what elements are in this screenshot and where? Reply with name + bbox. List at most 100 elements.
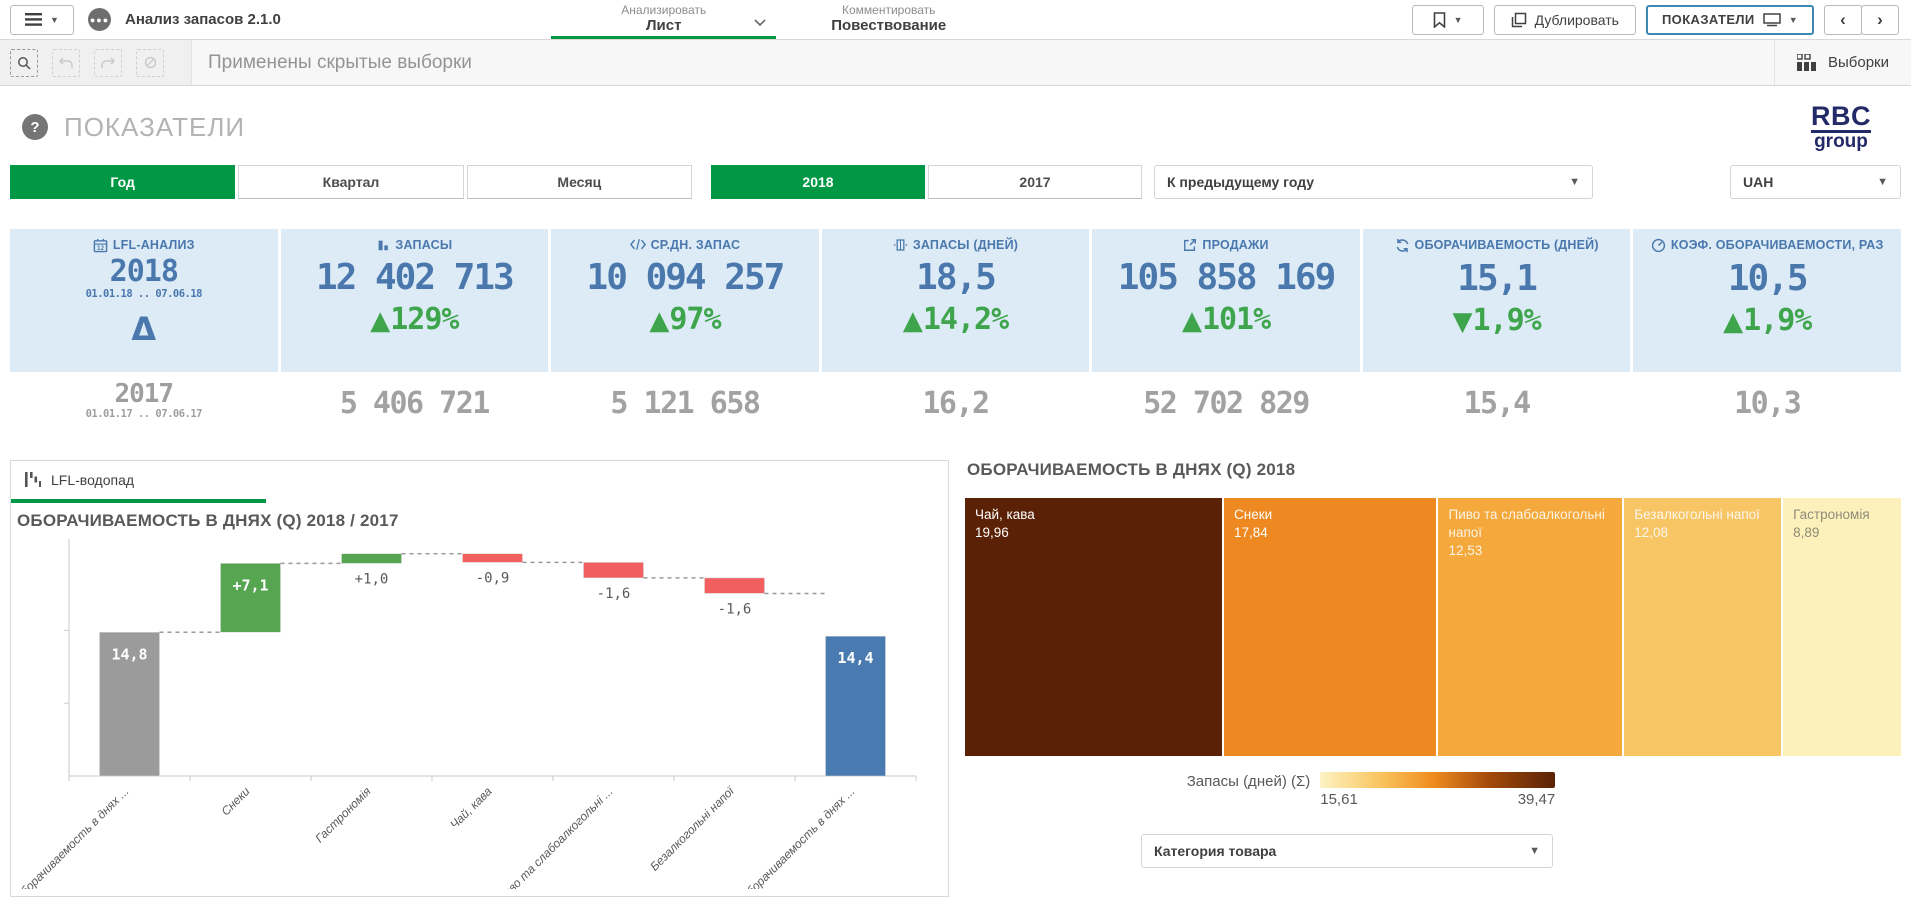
waterfall-bar-2[interactable] <box>341 553 402 564</box>
kpi-delta: ▲14,2% <box>902 302 1009 338</box>
nav-analyze-sheet[interactable]: Анализировать Лист <box>551 0 777 39</box>
waterfall-bar-6[interactable] <box>825 635 886 776</box>
selections-tool-label: Выборки <box>1827 54 1889 71</box>
clear-selections-icon[interactable] <box>136 48 164 77</box>
kpi-card-5[interactable]: ОБОРАЧИВАЕМОСТЬ (ДНЕЙ) 15,1 ▼1,9% <box>1362 228 1631 372</box>
waterfall-bar-3[interactable] <box>462 553 523 563</box>
treemap-block-1[interactable]: Снеки 17,84 <box>1223 497 1437 756</box>
nav-comment-caption: Комментировать <box>842 3 936 17</box>
treemap-block-3[interactable]: Безалкогольні напої 12,08 <box>1624 497 1782 756</box>
kpi-card-4[interactable]: ПРОДАЖИ 105 858 169 ▲101% <box>1092 228 1360 372</box>
duplicate-button[interactable]: Дублировать <box>1493 4 1636 35</box>
treemap-legend-max: 39,47 <box>1517 790 1556 808</box>
period-button-group: Год Квартал Месяц <box>10 164 692 199</box>
app-title: Анализ запасов 2.1.0 <box>125 11 281 28</box>
kpi-card-2[interactable]: СР.ДН. ЗАПАС 10 094 257 ▲97% <box>551 228 819 372</box>
bookmarks-button[interactable]: ▼ <box>1411 4 1484 35</box>
sheet-navigation-button[interactable]: ПОКАЗАТЕЛИ ▼ <box>1645 4 1814 35</box>
kpi-label: ЗАПАСЫ (ДНЕЙ) <box>912 237 1019 252</box>
kpi-card-head: ПРОДАЖИ <box>1183 238 1269 252</box>
previous-year-value: 16,2 <box>922 385 990 421</box>
period-button-квартал[interactable]: Квартал <box>238 164 464 199</box>
topbar-left: ▼ ●●● Анализ запасов 2.1.0 <box>0 0 281 39</box>
previous-year-value: 52 702 829 <box>1143 385 1310 421</box>
step-back-icon[interactable] <box>52 48 80 77</box>
ellipsis-icon: ●●● <box>89 14 110 25</box>
currency-dropdown[interactable]: UAH ▼ <box>1730 164 1901 199</box>
kpi-value: 10,5 <box>1727 257 1809 299</box>
calendar-icon: 12 <box>93 238 108 253</box>
waterfall-bar-label: -1,6 <box>597 586 631 602</box>
nav-analyze-caption: Анализировать <box>621 3 707 17</box>
topbar-nav: Анализировать Лист Комментировать Повест… <box>551 0 1001 39</box>
previous-year-value: 5 121 658 <box>610 385 761 421</box>
triangle-down-icon: ▼ <box>1452 307 1473 338</box>
global-menu-button[interactable]: ▼ <box>10 4 74 35</box>
sheet-icon <box>1762 12 1781 27</box>
treemap-block-name: Пиво та слабоалкогольні напої <box>1448 506 1605 540</box>
kpi-card-head: ЗАПАСЫ <box>376 238 452 252</box>
charts-row: LFL-водопад ОБОРАЧИВАЕМОСТЬ В ДНЯХ (Q) 2… <box>0 440 1911 897</box>
kpi-label: КОЭФ. ОБОРАЧИВАЕМОСТИ, РАЗ <box>1670 238 1884 253</box>
year-button-group: 2018 2017 <box>711 164 1142 199</box>
kpi-card-6[interactable]: КОЭФ. ОБОРАЧИВАЕМОСТИ, РАЗ 10,5 ▲1,9% <box>1633 228 1901 372</box>
kpi-delta: ▲129% <box>370 302 459 338</box>
previous-year-dates: 01.01.17 .. 07.06.17 <box>85 408 203 421</box>
help-icon[interactable]: ? <box>22 114 48 141</box>
triangle-up-icon: ▲ <box>1723 307 1744 338</box>
kpi-label: СР.ДН. ЗАПАС <box>650 237 741 252</box>
smart-search-icon[interactable] <box>10 48 38 77</box>
prev-sheet-button[interactable]: ‹ <box>1824 4 1862 35</box>
waterfall-bar-1[interactable] <box>220 562 281 633</box>
selections-tools <box>0 40 192 85</box>
tab-lfl-waterfall[interactable]: LFL-водопад <box>11 461 266 503</box>
gauge-icon <box>1651 238 1666 253</box>
page-title: ПОКАЗАТЕЛИ <box>64 111 246 142</box>
year-button-2018[interactable]: 2018 <box>711 164 925 199</box>
comparison-dropdown[interactable]: К предыдущему году ▼ <box>1154 164 1593 199</box>
waterfall-bar-0[interactable] <box>99 631 160 776</box>
nav-analyze-label: Лист <box>646 17 682 34</box>
selections-tool-button[interactable]: Выборки <box>1773 40 1911 85</box>
treemap-block-name: Гастрономія <box>1793 506 1870 522</box>
treemap-panel: ОБОРАЧИВАЕМОСТЬ В ДНЯХ (Q) 2018 Чай, кав… <box>965 460 1901 897</box>
waterfall-bar-5[interactable] <box>704 577 765 594</box>
treemap-block-name: Безалкогольні напої <box>1634 506 1760 522</box>
waterfall-bar-label: +7,1 <box>232 576 268 594</box>
treemap-gradient-labels: 15,61 39,47 <box>1320 791 1555 808</box>
waterfall-bar-label: +1,0 <box>355 571 389 587</box>
waterfall-category-label: Безалкогольні напої <box>647 783 737 873</box>
step-forward-icon[interactable] <box>94 48 122 77</box>
treemap-legend-min: 15,61 <box>1320 790 1358 808</box>
treemap-legend-label: Запасы (дней) (Σ) <box>1186 772 1311 790</box>
previous-year-value: 10,3 <box>1734 385 1802 421</box>
kpi-card-3[interactable]: ЗАПАСЫ (ДНЕЙ) 18,5 ▲14,2% <box>821 228 1090 372</box>
kpi-value: 2018 <box>109 253 179 289</box>
treemap-block-value: 8,89 <box>1793 524 1820 540</box>
triangle-up-icon: ▲ <box>370 306 391 337</box>
waterfall-bar-4[interactable] <box>583 561 644 578</box>
waterfall-title: ОБОРАЧИВАЕМОСТЬ В ДНЯХ (Q) 2018 / 2017 <box>17 510 399 530</box>
waterfall-category-label: Гастрономія <box>312 783 374 845</box>
treemap-block-0[interactable]: Чай, кава 19,96 <box>965 497 1222 756</box>
kpi-label: ЗАПАСЫ <box>395 237 453 252</box>
category-dimension-dropdown[interactable]: Категория товара ▼ <box>1141 833 1553 868</box>
app-options-button[interactable]: ●●● <box>88 8 111 31</box>
treemap-block-4[interactable]: Гастрономія 8,89 <box>1783 497 1901 756</box>
kpi-card-head: ОБОРАЧИВАЕМОСТЬ (ДНЕЙ) <box>1395 238 1599 253</box>
external-link-icon <box>1183 238 1197 252</box>
year-button-2017[interactable]: 2017 <box>928 164 1142 199</box>
kpi-delta: ▼1,9% <box>1452 303 1542 339</box>
period-button-месяц[interactable]: Месяц <box>466 164 692 199</box>
filter-row: Год Квартал Месяц 2018 2017 К предыдущему г… <box>0 159 1911 199</box>
period-button-год[interactable]: Год <box>10 164 236 199</box>
treemap-block-2[interactable]: Пиво та слабоалкогольні напої 12,53 <box>1438 497 1623 756</box>
kpi-card-1[interactable]: ЗАПАСЫ 12 402 713 ▲129% <box>280 228 549 372</box>
kpi-card-0[interactable]: 12 LFL-АНАЛИЗ 2018 01.01.18 .. 07.06.18 Δ <box>10 228 278 372</box>
caret-down-icon: ▼ <box>1529 844 1540 857</box>
caret-down-icon: ▼ <box>50 14 59 25</box>
nav-comment-storytelling[interactable]: Комментировать Повествование <box>776 0 1001 39</box>
next-sheet-button[interactable]: › <box>1861 4 1899 35</box>
waterfall-bar-label: -1,6 <box>718 601 752 617</box>
triangle-up-icon: ▲ <box>649 306 670 337</box>
